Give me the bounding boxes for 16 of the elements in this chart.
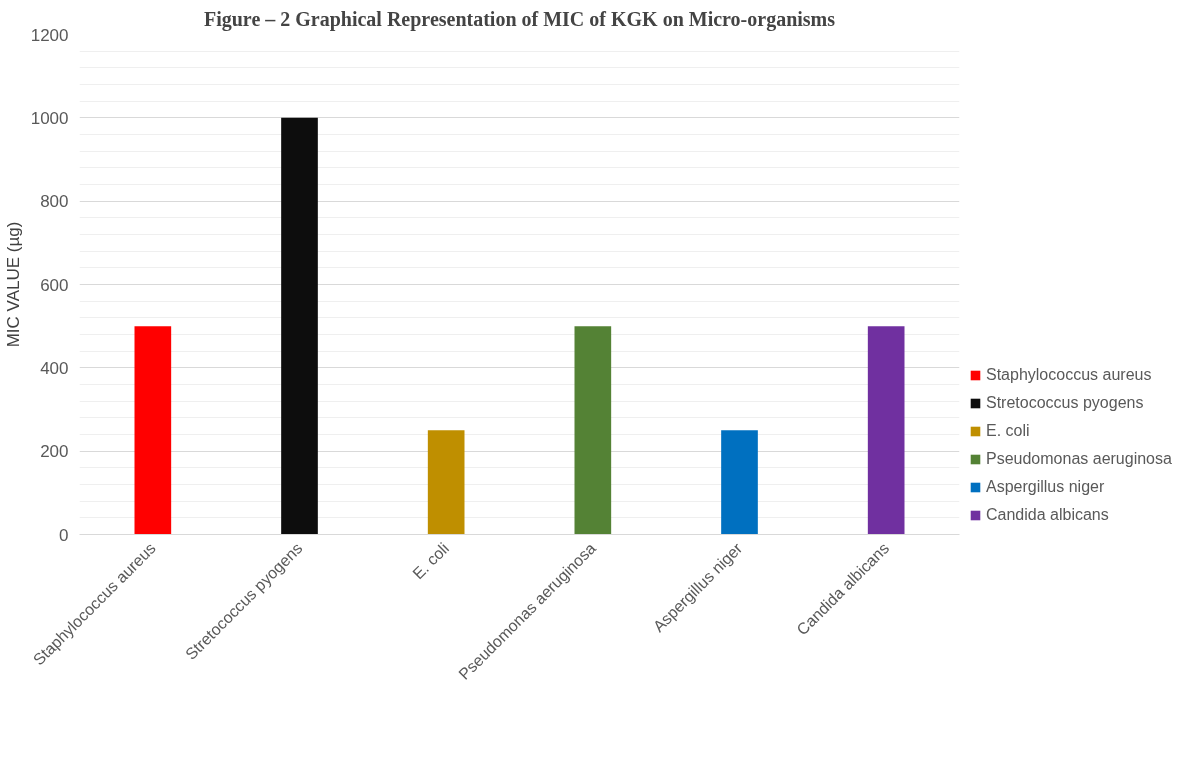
legend-label: Candida albicans: [986, 506, 1109, 524]
y-tick-label: 800: [40, 192, 69, 212]
x-tick-label: E. coli: [409, 539, 453, 583]
legend-label: Aspergillus niger: [986, 478, 1105, 496]
y-axis-title: MIC VALUE (µg): [3, 221, 23, 348]
y-tick-label: 0: [59, 525, 69, 545]
y-tick-label: 200: [40, 442, 69, 462]
legend-label: E. coli: [986, 422, 1030, 440]
legend-label: Pseudomonas aeruginosa: [986, 450, 1172, 468]
y-tick-label: 400: [40, 358, 69, 378]
legend-label: Stretococcus pyogens: [986, 394, 1144, 412]
y-tick-label: 600: [40, 275, 69, 295]
y-tick-label: 1000: [30, 108, 69, 128]
y-tick-label: 1200: [30, 25, 69, 45]
chart-title: Figure – 2 Graphical Representation of MIC of KGK on Micro-organisms: [203, 7, 836, 31]
legend-label: Staphylococcus aureus: [986, 366, 1152, 384]
